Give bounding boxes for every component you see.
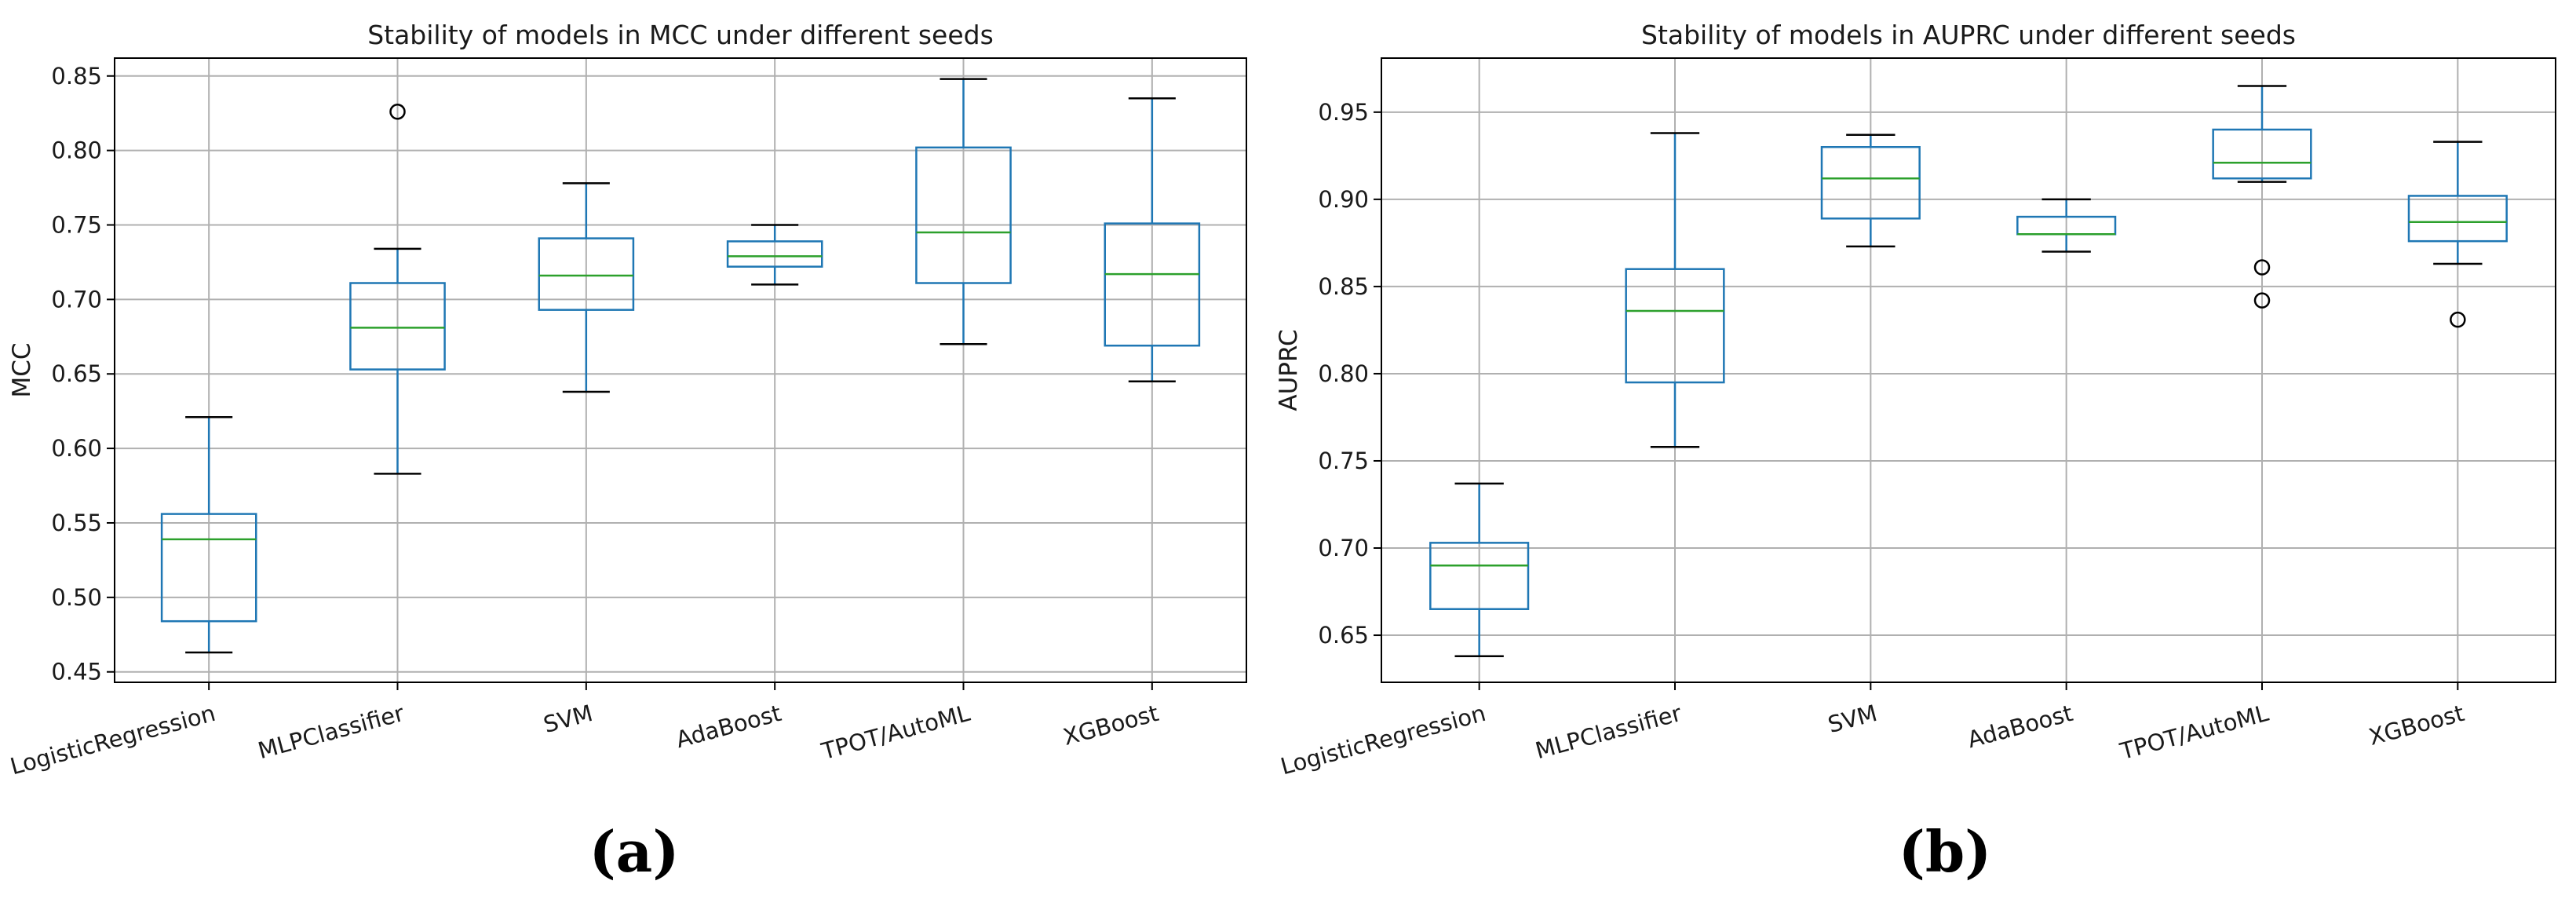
auprc-xtick-label: SVM (1825, 700, 1880, 738)
mcc-ytick-label: 0.65 (51, 360, 102, 387)
auprc-ytick-label: 0.80 (1318, 360, 1369, 387)
auprc-axes-frame (1381, 57, 2556, 683)
mcc-box-6 (1104, 97, 1201, 382)
mcc-ytick-label: 0.50 (51, 584, 102, 611)
auprc-ytick-label: 0.65 (1318, 622, 1369, 649)
auprc-panel-caption: (b) (1899, 818, 1991, 885)
mcc-box-5 (915, 78, 1012, 345)
mcc-box-4 (726, 224, 823, 286)
mcc-iqr-box (349, 282, 446, 371)
auprc-xtick-label: TPOT/AutoML (2117, 700, 2271, 765)
auprc-xtick-label: XGBoost (2366, 700, 2467, 751)
auprc-ytick-label: 0.90 (1318, 186, 1369, 213)
mcc-xtick-label: XGBoost (1060, 700, 1162, 751)
auprc-box-1 (1429, 482, 1530, 657)
auprc-chart-title: Stability of models in AUPRC under diffe… (1641, 20, 2296, 50)
mcc-iqr-box (1104, 222, 1201, 347)
auprc-xtick-label: LogisticRegression (1278, 700, 1489, 780)
mcc-y-axis-label: MCC (8, 342, 36, 397)
mcc-chart-title: Stability of models in MCC under differe… (367, 20, 994, 50)
auprc-box-4 (2016, 198, 2117, 253)
mcc-xtick-label: LogisticRegression (7, 700, 218, 780)
mcc-xtick-label: AdaBoost (673, 700, 783, 753)
mcc-iqr-box (726, 240, 823, 268)
mcc-xtick-label: MLPClassifier (255, 700, 407, 764)
auprc-iqr-box (2212, 128, 2312, 180)
mcc-xtick-label: SVM (541, 700, 596, 738)
mcc-ytick-label: 0.60 (51, 435, 102, 462)
auprc-ytick-label: 0.70 (1318, 535, 1369, 561)
auprc-chart-panel: 0.65 0.70 0.75 0.80 0.85 0.90 0.95 LogisticRegr… (1275, 20, 2556, 885)
auprc-outlier-point (2253, 259, 2271, 276)
mcc-ytick-label: 0.85 (51, 63, 102, 90)
auprc-box-6 (2407, 141, 2508, 328)
auprc-ytick-label: 0.95 (1318, 99, 1369, 126)
auprc-outlier-point (2450, 311, 2466, 328)
auprc-iqr-box (1429, 542, 1530, 610)
auprc-y-axis-label: AUPRC (1275, 329, 1303, 411)
mcc-ytick-label: 0.80 (51, 137, 102, 164)
auprc-ytick-label: 0.85 (1318, 273, 1369, 300)
mcc-ytick-label: 0.55 (51, 510, 102, 536)
auprc-outlier-point (2253, 292, 2271, 309)
mcc-ytick-label: 0.75 (51, 212, 102, 239)
mcc-chart-panel: 0.45 0.50 0.55 0.60 0.65 0.70 0.75 0.80 0.85 Logi… (7, 20, 1247, 885)
auprc-ytick-label: 0.75 (1318, 448, 1369, 474)
mcc-iqr-box (538, 237, 635, 311)
mcc-iqr-box (160, 513, 257, 623)
mcc-axes-frame (114, 57, 1247, 683)
mcc-outlier-point (389, 104, 406, 120)
auprc-box-2 (1625, 132, 1725, 448)
auprc-iqr-box (1820, 146, 1921, 220)
auprc-iqr-box (2407, 195, 2508, 243)
mcc-panel-caption: (a) (589, 818, 680, 885)
mcc-xtick-label: TPOT/AutoML (818, 700, 972, 765)
auprc-iqr-box (1625, 268, 1725, 384)
auprc-box-5 (2212, 85, 2312, 309)
auprc-xtick-label: MLPClassifier (1532, 700, 1684, 764)
mcc-box-1 (160, 416, 257, 654)
auprc-box-3 (1820, 133, 1921, 248)
mcc-box-3 (538, 182, 635, 393)
auprc-xtick-label: AdaBoost (1965, 700, 2075, 753)
mcc-iqr-box (915, 146, 1012, 284)
mcc-ytick-label: 0.45 (51, 659, 102, 685)
mcc-box-2 (349, 104, 446, 475)
mcc-ytick-label: 0.70 (51, 286, 102, 312)
